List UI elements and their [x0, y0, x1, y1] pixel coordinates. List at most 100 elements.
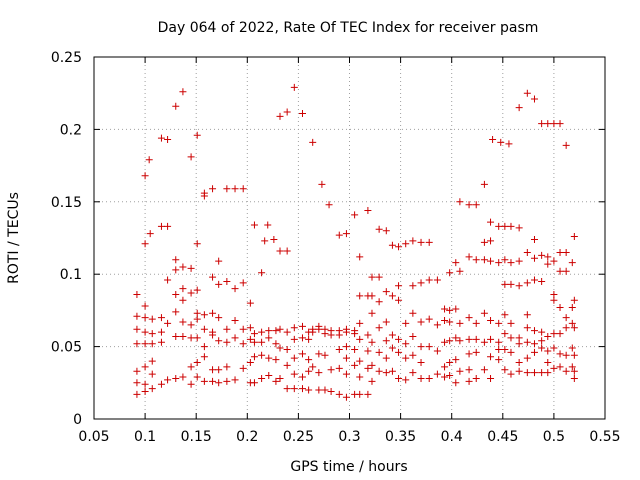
data-point: [290, 354, 298, 362]
data-point: [465, 335, 473, 343]
data-point: [200, 325, 208, 333]
data-point: [272, 340, 280, 348]
data-point: [250, 353, 258, 361]
data-point: [452, 259, 460, 267]
data-point: [501, 222, 509, 230]
data-point: [148, 315, 156, 323]
data-point: [187, 334, 195, 342]
data-point: [246, 324, 254, 332]
data-point: [258, 374, 266, 382]
data-point: [425, 343, 433, 351]
data-point: [441, 305, 449, 313]
data-point: [382, 369, 390, 377]
data-point: [489, 136, 497, 144]
data-point: [250, 330, 258, 338]
data-point: [215, 379, 223, 387]
data-point: [465, 377, 473, 385]
data-point: [215, 337, 223, 345]
data-point: [507, 259, 515, 267]
data-point: [157, 314, 165, 322]
data-point: [568, 319, 576, 327]
data-point: [417, 318, 425, 326]
data-point: [487, 257, 495, 265]
data-point: [276, 112, 284, 120]
data-point: [133, 379, 141, 387]
data-point: [290, 335, 298, 343]
data-point: [187, 321, 195, 329]
data-point: [523, 89, 531, 97]
data-point: [298, 385, 306, 393]
data-point: [356, 373, 364, 381]
data-point: [327, 331, 335, 339]
data-point: [550, 364, 558, 372]
data-point: [425, 315, 433, 323]
x-tick-label: 0.25: [283, 429, 314, 445]
data-point: [193, 286, 201, 294]
data-point: [298, 322, 306, 330]
data-point: [187, 363, 195, 371]
data-point: [368, 273, 376, 281]
data-point: [495, 345, 503, 353]
data-point: [290, 370, 298, 378]
data-point: [309, 328, 317, 336]
data-point: [446, 337, 454, 345]
data-point: [305, 356, 313, 364]
data-point: [318, 180, 326, 188]
data-point: [246, 359, 254, 367]
data-point: [433, 370, 441, 378]
data-point: [530, 235, 538, 243]
x-axis-label: GPS time / hours: [290, 459, 407, 475]
y-tick-label: 0.1: [60, 267, 82, 283]
data-point: [342, 343, 350, 351]
data-point: [562, 324, 570, 332]
data-point: [265, 334, 273, 342]
data-point: [425, 374, 433, 382]
x-tick-label: 0.5: [543, 429, 565, 445]
x-tick-label: 0.4: [441, 429, 463, 445]
data-point: [335, 331, 343, 339]
data-point: [351, 330, 359, 338]
data-point: [495, 259, 503, 267]
data-point: [148, 385, 156, 393]
data-point: [507, 319, 515, 327]
data-point: [544, 253, 552, 261]
data-point: [172, 290, 180, 298]
data-point: [179, 263, 187, 271]
data-point: [342, 328, 350, 336]
data-point: [388, 241, 396, 249]
data-point: [441, 363, 449, 371]
data-point: [239, 364, 247, 372]
data-point: [515, 367, 523, 375]
data-point: [523, 324, 531, 332]
data-point: [544, 332, 552, 340]
data-point: [335, 364, 343, 372]
data-point: [290, 324, 298, 332]
y-axis-label: ROTI / TECUs: [6, 192, 22, 284]
data-point: [179, 318, 187, 326]
data-point: [530, 254, 538, 262]
data-point: [258, 328, 266, 336]
data-point: [209, 377, 217, 385]
data-point: [441, 373, 449, 381]
data-point: [133, 367, 141, 375]
data-point: [507, 348, 515, 356]
data-point: [544, 369, 552, 377]
data-point: [570, 324, 578, 332]
data-point: [452, 305, 460, 313]
data-point: [538, 337, 546, 345]
x-tick-label: 0.05: [78, 429, 109, 445]
data-point: [133, 312, 141, 320]
data-point: [164, 319, 172, 327]
data-point: [231, 376, 239, 384]
data-point: [283, 247, 291, 255]
data-point: [141, 314, 149, 322]
data-point: [456, 367, 464, 375]
data-point: [382, 288, 390, 296]
data-point: [523, 279, 531, 287]
data-point: [179, 296, 187, 304]
data-point: [141, 387, 149, 395]
data-point: [364, 390, 372, 398]
data-point: [409, 369, 417, 377]
data-point: [544, 260, 552, 268]
data-point: [523, 248, 531, 256]
